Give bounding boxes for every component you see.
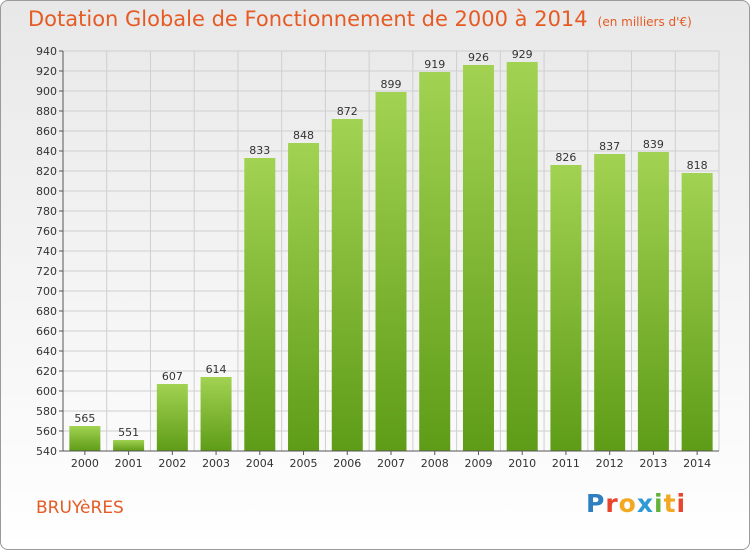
- bar: [113, 440, 145, 451]
- bar: [462, 65, 494, 451]
- x-tick-label: 2008: [421, 457, 449, 470]
- data-label: 614: [206, 363, 227, 376]
- y-tick-label: 620: [36, 365, 57, 378]
- bar: [594, 154, 626, 451]
- commune-name: BRUYèRES: [36, 498, 124, 518]
- bar: [375, 92, 407, 451]
- y-tick-label: 820: [36, 165, 57, 178]
- axes: 540 560 580 600 620 640 660 680 700 720 740 760 780 8…: [36, 45, 719, 470]
- logo-letter: o: [618, 489, 637, 518]
- y-tick-label: 540: [36, 445, 57, 458]
- x-tick-label: 2007: [377, 457, 405, 470]
- x-tick-label: 2001: [115, 457, 143, 470]
- y-tick-label: 940: [36, 45, 57, 58]
- data-label: 818: [687, 159, 708, 172]
- x-tick-label: 2012: [596, 457, 624, 470]
- bar: [681, 173, 713, 451]
- data-label: 551: [118, 426, 139, 439]
- x-tick-label: 2013: [639, 457, 667, 470]
- bar: [244, 158, 276, 451]
- data-label: 826: [555, 151, 576, 164]
- bar: [156, 384, 188, 451]
- chart-subtitle: (en milliers d'€): [597, 15, 692, 29]
- x-tick-label: 2002: [158, 457, 186, 470]
- y-tick-label: 760: [36, 225, 57, 238]
- y-tick-label: 700: [36, 285, 57, 298]
- x-tick-label: 2011: [552, 457, 580, 470]
- data-label: 833: [249, 144, 270, 157]
- x-tick-label: 2000: [71, 457, 99, 470]
- bars: [69, 62, 713, 451]
- data-label: 926: [468, 51, 489, 64]
- y-tick-label: 640: [36, 345, 57, 358]
- chart-title-text: Dotation Globale de Fonctionnement de 20…: [28, 7, 588, 31]
- chart-title: Dotation Globale de Fonctionnement de 20…: [28, 7, 692, 31]
- x-tick-label: 2009: [464, 457, 492, 470]
- logo-letter: i: [676, 489, 687, 518]
- y-tick-label: 780: [36, 205, 57, 218]
- x-tick-label: 2006: [333, 457, 361, 470]
- y-tick-label: 560: [36, 425, 57, 438]
- bar: [637, 152, 669, 451]
- y-tick-label: 740: [36, 245, 57, 258]
- data-label: 872: [337, 105, 358, 118]
- y-tick-label: 660: [36, 325, 57, 338]
- data-label: 929: [512, 48, 533, 61]
- data-label: 565: [74, 412, 95, 425]
- bar: [69, 426, 101, 451]
- y-tick-label: 920: [36, 65, 57, 78]
- y-tick-label: 900: [36, 85, 57, 98]
- y-tick-label: 600: [36, 385, 57, 398]
- data-label: 839: [643, 138, 664, 151]
- logo-letter: r: [605, 489, 619, 518]
- y-tick-label: 860: [36, 125, 57, 138]
- y-tick-label: 800: [36, 185, 57, 198]
- x-tick-label: 2005: [290, 457, 318, 470]
- logo-letter: t: [663, 489, 677, 518]
- y-tick-label: 720: [36, 265, 57, 278]
- logo-letter: i: [654, 489, 664, 518]
- bar: [288, 143, 320, 451]
- y-tick-label: 840: [36, 145, 57, 158]
- x-tick-label: 2003: [202, 457, 230, 470]
- bar: [550, 165, 582, 451]
- y-tick-label: 680: [36, 305, 57, 318]
- y-tick-label: 580: [36, 405, 57, 418]
- x-tick-label: 2014: [683, 457, 711, 470]
- data-label: 607: [162, 370, 183, 383]
- x-tick-label: 2004: [246, 457, 274, 470]
- data-label: 919: [424, 58, 445, 71]
- data-label: 837: [599, 140, 620, 153]
- data-labels: 565 551 607 614 833 848 872 899 919 926 929 826 837 8…: [74, 48, 707, 439]
- x-tick-label: 2010: [508, 457, 536, 470]
- logo-letter: P: [586, 489, 606, 518]
- data-label: 899: [381, 78, 402, 91]
- y-tick-label: 880: [36, 105, 57, 118]
- proxiti-logo: Proxiti: [586, 489, 686, 518]
- bar: [331, 119, 363, 451]
- bar: [506, 62, 538, 451]
- bar: [419, 72, 451, 451]
- data-label: 848: [293, 129, 314, 142]
- logo-letter: x: [636, 489, 654, 518]
- bar: [200, 377, 232, 451]
